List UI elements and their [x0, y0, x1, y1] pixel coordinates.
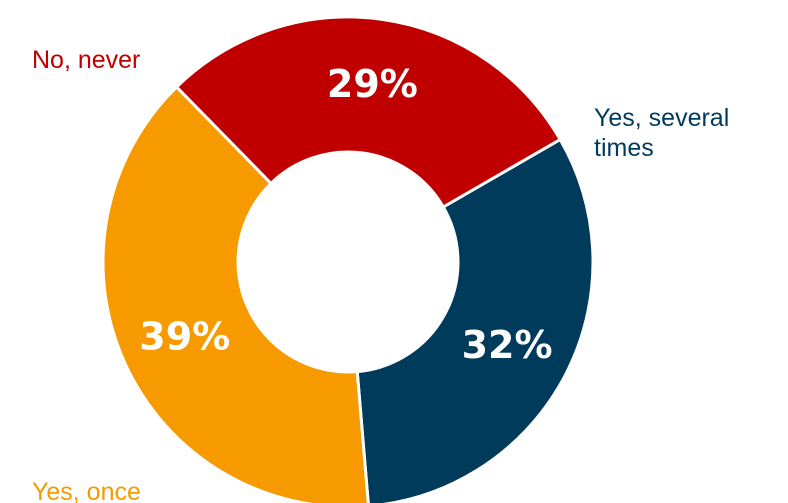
category-labels: Yes, several times Yes, once No, never	[32, 46, 729, 503]
value-label-no-never: 29%	[327, 62, 418, 106]
category-label-yes-several-times: Yes, several times	[594, 104, 729, 162]
category-label-yes-once: Yes, once	[32, 478, 141, 503]
slice-no-never	[174, 15, 563, 210]
slice-yes-several-times	[355, 137, 595, 503]
value-label-yes-several-times: 32%	[462, 323, 553, 367]
slices	[101, 15, 595, 503]
category-label-no-never: No, never	[32, 46, 140, 74]
slice-yes-once	[101, 84, 370, 503]
value-labels: 32% 39% 29%	[139, 62, 552, 367]
value-label-yes-once: 39%	[139, 315, 230, 359]
